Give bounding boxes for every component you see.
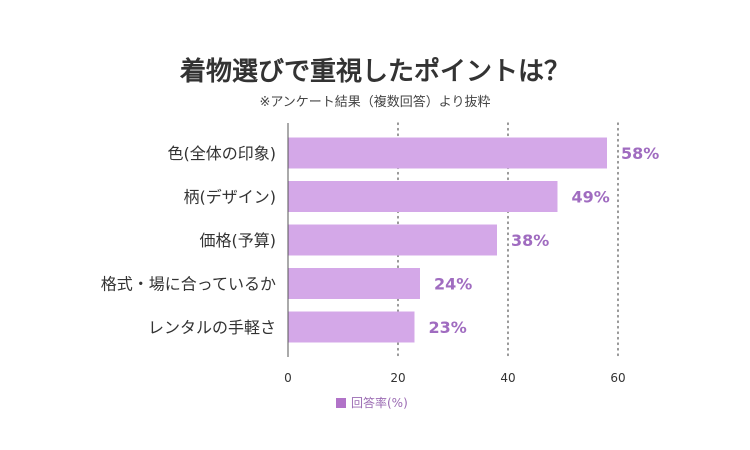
value-label: 38% — [511, 231, 549, 250]
bar — [288, 224, 497, 256]
bar — [288, 311, 415, 343]
category-label: 柄(デザイン) — [184, 188, 277, 207]
x-tick-label: 0 — [284, 371, 292, 385]
legend-label: 回答率(%) — [351, 395, 408, 410]
value-label: 24% — [434, 275, 472, 294]
category-label: 価格(予算) — [200, 231, 277, 250]
chart-subtitle: ※アンケート結果（複数回答）より抜粋 — [259, 94, 490, 110]
x-tick-label: 60 — [610, 371, 625, 385]
category-label: 色(全体の印象) — [168, 144, 277, 163]
chart-title: 着物選びで重視したポイントは？ — [179, 56, 570, 87]
bar — [288, 268, 420, 299]
bars-group — [288, 137, 607, 343]
x-tick-labels: 0 20 40 60 — [284, 371, 625, 385]
x-tick-label: 20 — [390, 371, 405, 385]
legend-marker — [336, 398, 346, 408]
value-label: 23% — [429, 318, 467, 337]
category-label: 格式・場に合っているか — [101, 275, 276, 294]
legend: 回答率(%) — [336, 395, 408, 410]
value-labels: 58% 49% 38% 24% 23% — [429, 144, 660, 337]
x-tick-label: 40 — [500, 371, 515, 385]
value-label: 49% — [572, 188, 610, 207]
category-label: レンタルの手軽さ — [148, 318, 276, 337]
bar — [288, 181, 558, 212]
bar — [288, 137, 607, 169]
value-label: 58% — [621, 144, 659, 163]
